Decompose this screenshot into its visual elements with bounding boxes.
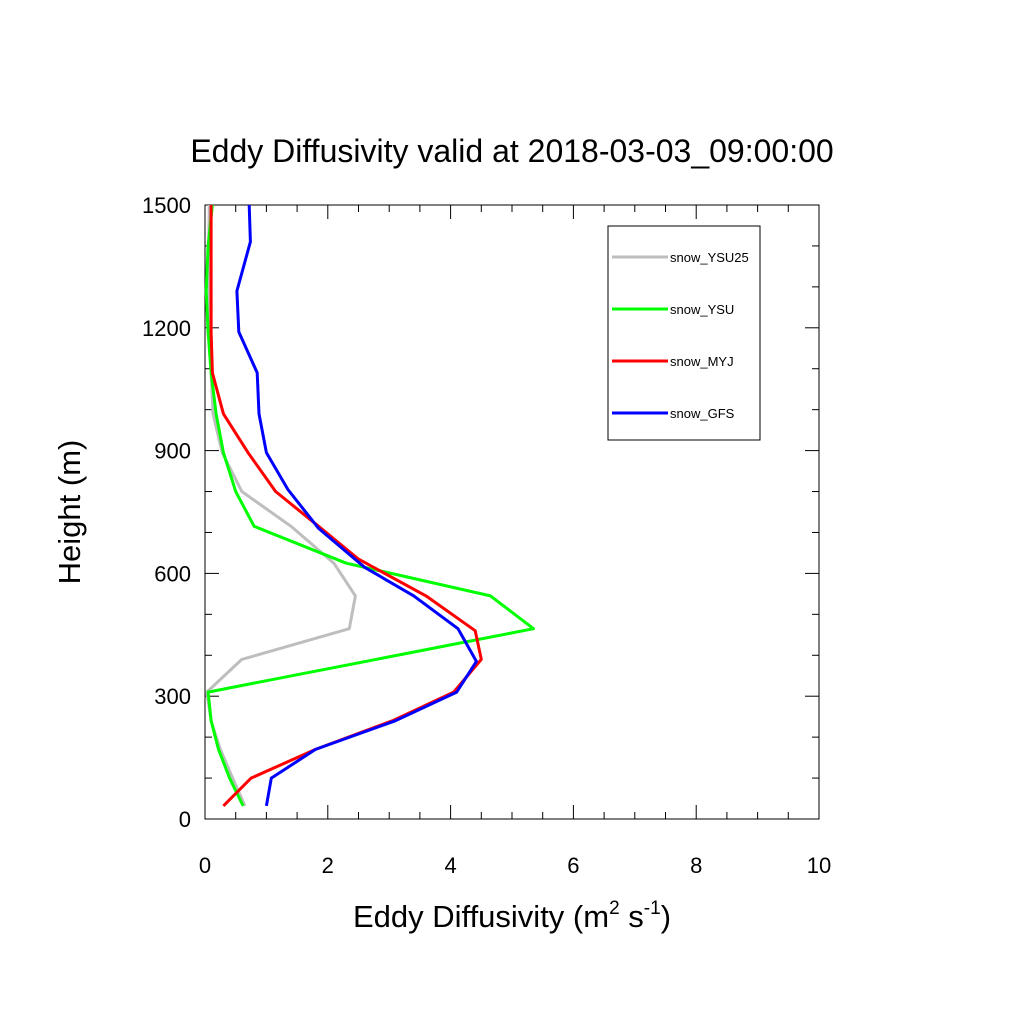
series-line-snow-myj: [209, 205, 483, 807]
y-tick-label: 1500: [142, 193, 191, 218]
x-axis-label-mid: s: [620, 899, 644, 934]
x-tick-label: 4: [444, 853, 456, 878]
axis-ticks: [204, 204, 820, 820]
series-line-snow-ysu: [204, 204, 535, 807]
x-axis-label-sup1: 2: [609, 898, 620, 919]
legend-label-snow-ysu25: snow_YSU25: [670, 250, 749, 265]
x-axis-label-base: Eddy Diffusivity (m: [353, 899, 609, 934]
x-tick-label: 2: [322, 853, 334, 878]
series-line-snow-gfs: [235, 204, 478, 807]
x-tick-label: 8: [690, 853, 702, 878]
y-tick-label: 0: [179, 807, 191, 832]
legend-label-snow-gfs: snow_GFS: [670, 406, 735, 421]
y-tick-label: 300: [154, 684, 191, 709]
legend-label-snow-myj: snow_MYJ: [670, 354, 734, 369]
y-tick-label: 600: [154, 561, 191, 586]
chart-title: Eddy Diffusivity valid at 2018-03-03_09:…: [190, 133, 833, 169]
legend-box: [607, 225, 761, 441]
y-tick-label: 900: [154, 439, 191, 464]
x-axis-label-end: ): [661, 899, 671, 934]
series-lines: [204, 204, 535, 807]
x-tick-label: 10: [807, 853, 831, 878]
y-axis-label: Height (m): [52, 440, 87, 585]
x-axis-label-sup2: -1: [644, 898, 661, 919]
x-axis-label: Eddy Diffusivity (m2 s-1): [353, 898, 671, 934]
x-tick-label: 6: [567, 853, 579, 878]
y-tick-label: 1200: [142, 316, 191, 341]
y-tick-labels: 0 300 600 900 1200 1500: [142, 193, 191, 832]
legend: snow_YSU25 snow_YSU snow_MYJ snow_GFS: [607, 225, 761, 441]
x-tick-labels: 0 2 4 6 8 10: [199, 853, 831, 878]
series-line-snow-ysu25: [205, 204, 357, 807]
legend-label-snow-ysu: snow_YSU: [670, 302, 734, 317]
x-tick-label: 0: [199, 853, 211, 878]
